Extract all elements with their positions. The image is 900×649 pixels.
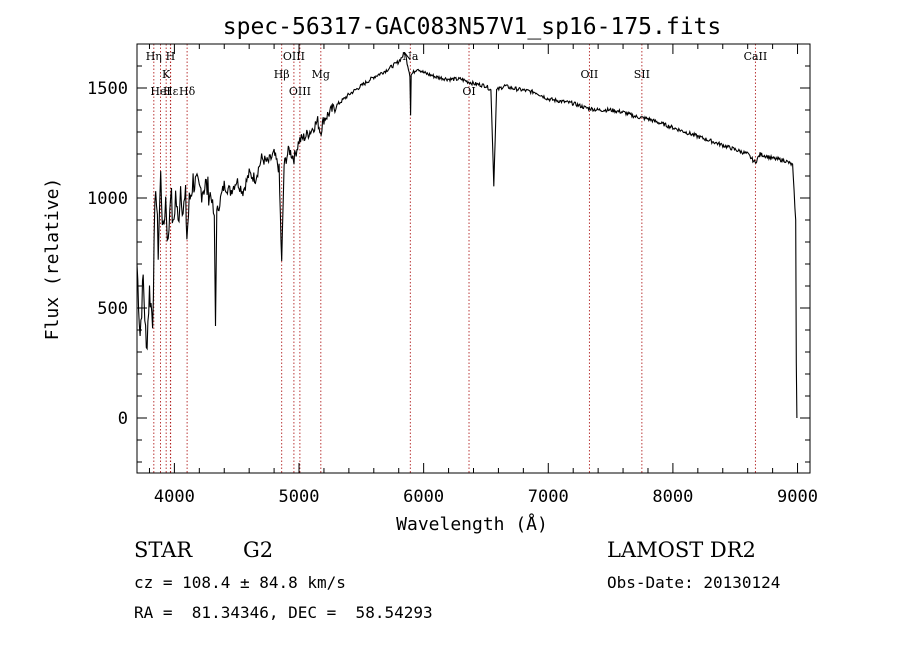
line-marker-label-5: Hδ [179,85,196,98]
x-tick-label-5: 9000 [777,487,818,507]
object-subclass: G2 [243,538,274,562]
line-marker-label-11: OI [462,85,475,98]
line-marker-label-8: OIII [289,85,311,98]
coordinates-text: RA = 81.34346, DEC = 58.54293 [134,603,433,622]
line-marker-label-2: K [162,68,171,81]
chart-title: spec-56317-GAC083N57V1_sp16-175.fits [223,14,722,40]
obs-date-text: Obs-Date: 20130124 [607,573,781,592]
y-tick-label-0: 0 [118,409,128,429]
x-axis-label: Wavelength (Å) [396,513,548,535]
line-marker-label-1: H [166,50,176,63]
survey-name: LAMOST DR2 [607,538,756,562]
line-marker-label-4: Hε [163,85,179,98]
x-axis-ticks: 4000 5000 6000 7000 8000 9000 [148,44,818,507]
x-tick-label-2: 6000 [403,487,444,507]
y-axis-ticks: 0 500 1000 1500 [87,65,810,463]
x-tick-label-1: 5000 [279,487,320,507]
x-tick-label-4: 8000 [652,487,693,507]
line-marker-label-12: OII [581,68,599,81]
line-marker-label-7: Hβ [274,68,290,81]
line-marker-label-10: Na [402,50,419,63]
spectrum-line [136,52,798,419]
plot-frame [136,43,811,474]
line-marker-label-6: OIII [283,50,305,63]
y-tick-label-1: 500 [97,299,128,319]
redshift-text: cz = 108.4 ± 84.8 km/s [134,573,346,592]
y-axis-label: Flux (relative) [42,178,63,341]
line-marker-label-13: SII [634,68,650,81]
line-marker-label-0: Hη [146,50,162,63]
x-tick-label-3: 7000 [528,487,569,507]
object-type: STAR [134,538,193,562]
line-marker-label-9: Mg [312,68,330,81]
line-marker-label-3: HeI [150,85,170,98]
x-tick-label-0: 4000 [154,487,195,507]
y-tick-label-2: 1000 [87,189,128,209]
line-marker-label-14: CaII [744,50,768,63]
spectral-line-markers [153,44,756,473]
y-tick-label-3: 1500 [87,79,128,99]
